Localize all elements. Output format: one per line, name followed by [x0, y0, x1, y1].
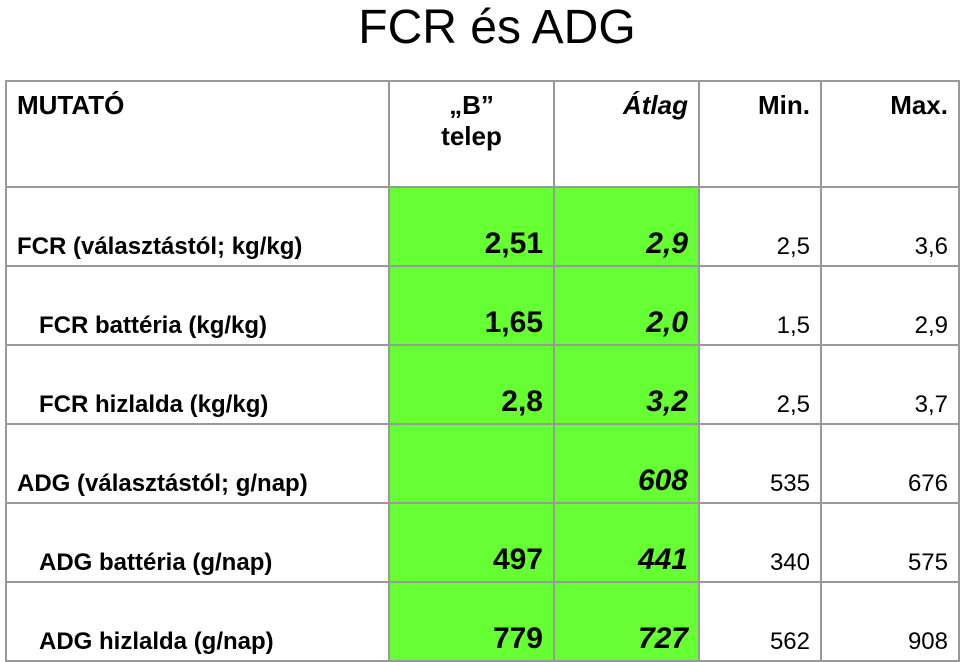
value-cell: [388, 423, 555, 504]
value-cell: 908: [820, 581, 960, 662]
value-cell: 3,7: [820, 344, 960, 425]
data-table: MUTATÓ „B” telep Átlag Min. Max. FCR (választ…: [5, 80, 960, 662]
value-cell: 2,0: [553, 265, 700, 346]
data-row: ADG hizlalda (g/nap) 779 727 562 908: [5, 581, 960, 662]
data-row: FCR (választástól; kg/kg) 2,51 2,9 2,5 3,6: [5, 186, 960, 267]
value-cell: 2,9: [553, 186, 700, 267]
value-cell: 608: [553, 423, 700, 504]
value-cell: 575: [820, 502, 960, 583]
slide-title: FCR és ADG: [358, 1, 636, 54]
header-row: MUTATÓ „B” telep Átlag Min. Max.: [5, 80, 960, 188]
value-cell: 340: [698, 502, 822, 583]
value-cell: 441: [553, 502, 700, 583]
header-cell: „B” telep: [388, 80, 555, 188]
value-cell: 497: [388, 502, 555, 583]
row-label: ADG battéria (g/nap): [5, 502, 390, 583]
value-cell: 2,8: [388, 344, 555, 425]
value-cell: 3,6: [820, 186, 960, 267]
value-cell: 779: [388, 581, 555, 662]
value-cell: 535: [698, 423, 822, 504]
row-label: FCR hizlalda (kg/kg): [5, 344, 390, 425]
value-cell: 1,65: [388, 265, 555, 346]
data-row: FCR battéria (kg/kg) 1,65 2,0 1,5 2,9: [5, 265, 960, 346]
data-row: ADG (választástól; g/nap) 608 535 676: [5, 423, 960, 504]
value-cell: 2,9: [820, 265, 960, 346]
page: FCR és ADG MUTATÓ „B” telep Átlag Min. Max. F…: [5, 1, 960, 662]
value-cell: 2,51: [388, 186, 555, 267]
value-cell: 2,5: [698, 186, 822, 267]
data-row: FCR hizlalda (kg/kg) 2,8 3,2 2,5 3,7: [5, 344, 960, 425]
value-cell: 562: [698, 581, 822, 662]
value-cell: 727: [553, 581, 700, 662]
header-cell: Min.: [698, 80, 822, 188]
header-cell: Átlag: [553, 80, 700, 188]
value-cell: 1,5: [698, 265, 822, 346]
header-cell: MUTATÓ: [5, 80, 390, 188]
header-cell: Max.: [820, 80, 960, 188]
row-label: ADG hizlalda (g/nap): [5, 581, 390, 662]
value-cell: 676: [820, 423, 960, 504]
value-cell: 2,5: [698, 344, 822, 425]
value-cell: 3,2: [553, 344, 700, 425]
row-label: FCR (választástól; kg/kg): [5, 186, 390, 267]
row-label: FCR battéria (kg/kg): [5, 265, 390, 346]
row-label: ADG (választástól; g/nap): [5, 423, 390, 504]
data-row: ADG battéria (g/nap) 497 441 340 575: [5, 502, 960, 583]
